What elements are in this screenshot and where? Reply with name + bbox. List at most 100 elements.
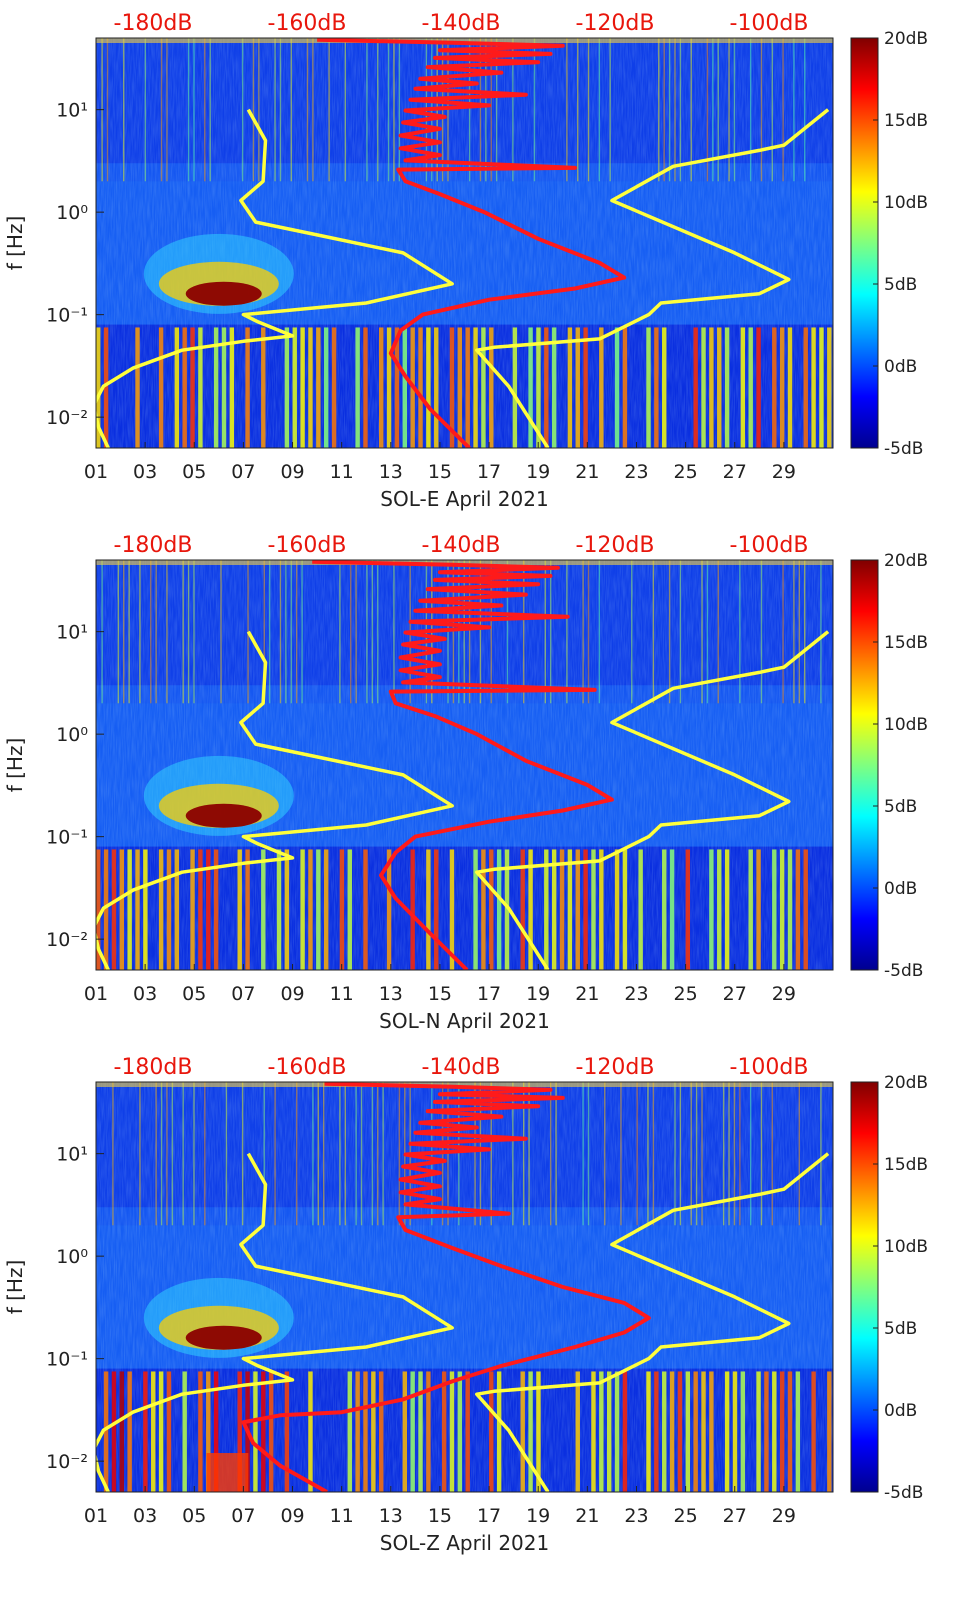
axes-frame (95, 1081, 834, 1493)
colorbar (850, 37, 879, 449)
colorbar-tick-label: 20dB (884, 29, 928, 49)
y-tick-label: 10⁰ (56, 1246, 88, 1268)
colorbar-tick-label: 0dB (884, 879, 917, 899)
y-tick-label: 10⁻¹ (46, 305, 88, 327)
top-db-label: -160dB (268, 11, 347, 36)
x-tick-label: 01 (84, 1505, 108, 1527)
x-tick-label: 11 (330, 1505, 354, 1527)
x-tick-label: 17 (477, 461, 501, 483)
colorbar (850, 559, 879, 971)
heatmap (96, 38, 833, 448)
x-tick-label: 25 (674, 983, 698, 1005)
yellow-curve (96, 1152, 454, 1492)
top-db-label: -140dB (422, 11, 501, 36)
yellow-curve (96, 630, 454, 970)
x-tick-label: 19 (526, 461, 550, 483)
spectrogram-panel: 01 03 05 07 09 11 13 15 17 19 21 23 25 27 29 10⁻² 10⁻¹ 10… (3, 533, 928, 1033)
x-axis-label: SOL-E April 2021 (380, 487, 548, 511)
x-axis-label: SOL-Z April 2021 (380, 1531, 549, 1555)
red-curve (241, 1082, 651, 1492)
top-db-label: -160dB (268, 1055, 347, 1080)
x-tick-label: 27 (723, 461, 747, 483)
y-axis-label: f [Hz] (3, 216, 27, 271)
top-db-label: -100dB (730, 11, 809, 36)
x-tick-label: 05 (182, 1505, 206, 1527)
top-db-label: -180dB (114, 1055, 193, 1080)
x-tick-label: 21 (575, 1505, 599, 1527)
x-tick-label: 03 (133, 461, 157, 483)
yellow-curve (96, 108, 454, 448)
x-tick-label: 15 (428, 1505, 452, 1527)
colorbar-tick-label: 5dB (884, 797, 917, 817)
top-db-label: -180dB (114, 11, 193, 36)
colorbar-tick-label: -5dB (884, 961, 923, 981)
colorbar-tick-label: 10dB (884, 715, 928, 735)
top-db-label: -180dB (114, 533, 193, 558)
x-tick-label: 25 (674, 461, 698, 483)
colorbar-tick-label: 5dB (884, 1319, 917, 1339)
x-tick-label: 19 (526, 983, 550, 1005)
y-tick-label: 10¹ (56, 100, 88, 122)
x-tick-label: 05 (182, 461, 206, 483)
x-tick-label: 17 (477, 983, 501, 1005)
y-tick-label: 10¹ (56, 622, 88, 644)
colorbar-tick-label: 20dB (884, 551, 928, 571)
colorbar-tick-label: 0dB (884, 1401, 917, 1421)
y-tick-label: 10⁻² (46, 1451, 88, 1473)
x-tick-label: 13 (379, 1505, 403, 1527)
spectrogram-panel: 01 03 05 07 09 11 13 15 17 19 21 23 25 27 29 10⁻² 10⁻¹ 10… (3, 11, 928, 511)
x-tick-label: 09 (280, 983, 304, 1005)
x-tick-label: 25 (674, 1505, 698, 1527)
top-db-label: -120dB (576, 1055, 655, 1080)
y-tick-label: 10⁻¹ (46, 827, 88, 849)
y-tick-label: 10¹ (56, 1144, 88, 1166)
top-db-label: -100dB (730, 1055, 809, 1080)
y-tick-label: 10⁰ (56, 202, 88, 224)
x-tick-label: 11 (330, 983, 354, 1005)
x-tick-label: 13 (379, 461, 403, 483)
colorbar-tick-label: 0dB (884, 357, 917, 377)
x-tick-label: 23 (624, 461, 648, 483)
y-axis-label: f [Hz] (3, 738, 27, 793)
x-tick-label: 17 (477, 1505, 501, 1527)
x-tick-label: 27 (723, 983, 747, 1005)
x-axis-label: SOL-N April 2021 (379, 1009, 550, 1033)
x-tick-label: 15 (428, 983, 452, 1005)
colorbar-tick-label: 10dB (884, 1237, 928, 1257)
x-tick-label: 21 (575, 983, 599, 1005)
y-tick-label: 10⁻² (46, 929, 88, 951)
x-tick-label: 09 (280, 1505, 304, 1527)
yellow-curve (475, 630, 830, 970)
x-tick-label: 03 (133, 1505, 157, 1527)
top-db-label: -140dB (422, 533, 501, 558)
colorbar-tick-label: 15dB (884, 1155, 928, 1175)
x-tick-label: 19 (526, 1505, 550, 1527)
x-tick-label: 07 (231, 461, 255, 483)
top-db-label: -120dB (576, 533, 655, 558)
top-db-label: -140dB (422, 1055, 501, 1080)
yellow-curve (475, 108, 830, 448)
x-tick-label: 11 (330, 461, 354, 483)
top-db-label: -120dB (576, 11, 655, 36)
x-tick-label: 07 (231, 983, 255, 1005)
yellow-curve (475, 1152, 830, 1492)
heatmap (96, 1082, 833, 1492)
x-tick-label: 13 (379, 983, 403, 1005)
red-curve (317, 38, 627, 448)
x-tick-label: 09 (280, 461, 304, 483)
colorbar-tick-label: 15dB (884, 111, 928, 131)
colorbar-tick-label: 10dB (884, 193, 928, 213)
colorbar-tick-label: 15dB (884, 633, 928, 653)
x-tick-label: 23 (624, 983, 648, 1005)
x-tick-label: 27 (723, 1505, 747, 1527)
x-tick-label: 01 (84, 983, 108, 1005)
red-curve (312, 560, 614, 970)
y-tick-label: 10⁻¹ (46, 1349, 88, 1371)
colorbar-tick-label: 5dB (884, 275, 917, 295)
colorbar-tick-label: 20dB (884, 1073, 928, 1093)
x-tick-label: 29 (772, 983, 796, 1005)
x-tick-label: 07 (231, 1505, 255, 1527)
y-tick-label: 10⁰ (56, 724, 88, 746)
axes-frame (95, 37, 834, 449)
